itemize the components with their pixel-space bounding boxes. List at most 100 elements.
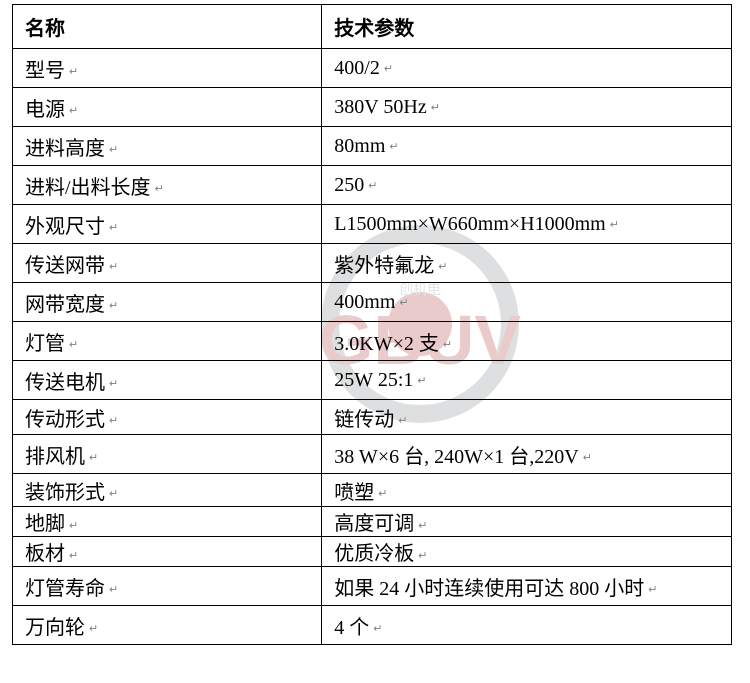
cell-name: 灯管寿命 ↵ xyxy=(13,567,322,606)
cell-spec-text: 4 个 xyxy=(334,617,369,639)
cell-name-text: 排风机 xyxy=(25,446,85,468)
cell-spec: 高度可调 ↵ xyxy=(322,507,732,537)
paragraph-mark-icon: ↵ xyxy=(89,451,98,464)
cell-name-text: 外观尺寸 xyxy=(25,216,105,238)
cell-name-text: 进料/出料长度 xyxy=(25,177,151,199)
cell-spec-text: L1500mm×W660mm×H1000mm xyxy=(334,213,605,235)
table-row: 灯管 ↵ 3.0KW×2 支↵ xyxy=(13,322,732,361)
paragraph-mark-icon: ↵ xyxy=(69,519,78,532)
paragraph-mark-icon: ↵ xyxy=(399,296,408,309)
cell-name: 进料高度 ↵ xyxy=(13,127,322,166)
cell-name-text: 板材 xyxy=(25,543,65,565)
table-row: 网带宽度↵400mm↵ xyxy=(13,283,732,322)
cell-name-text: 万向轮 xyxy=(25,617,85,639)
cell-spec: 400/2 ↵ xyxy=(322,49,732,88)
cell-spec-text: 25W 25:1 xyxy=(334,369,413,391)
paragraph-mark-icon: ↵ xyxy=(69,104,78,117)
table-row: 地脚↵ 高度可调 ↵ xyxy=(13,507,732,537)
cell-spec: 紫外特氟龙 ↵ xyxy=(322,244,732,283)
paragraph-mark-icon: ↵ xyxy=(389,140,398,153)
cell-name: 排风机 ↵ xyxy=(13,435,322,474)
paragraph-mark-icon: ↵ xyxy=(109,414,118,427)
cell-name-text: 电源 xyxy=(25,99,65,121)
paragraph-mark-icon: ↵ xyxy=(417,374,426,387)
paragraph-mark-icon: ↵ xyxy=(69,65,78,78)
cell-spec: 如果 24 小时连续使用可达 800 小时↵ xyxy=(322,567,732,606)
cell-spec-text: 400/2 xyxy=(334,57,380,79)
cell-spec-text: 38 W×6 台, 240W×1 台,220V xyxy=(334,446,578,468)
table-row: 传动形式 ↵ 链传动 ↵ xyxy=(13,400,732,435)
cell-name: 网带宽度↵ xyxy=(13,283,322,322)
cell-spec-text: 3.0KW×2 支 xyxy=(334,333,439,355)
cell-name-text: 装饰形式 xyxy=(25,482,105,504)
cell-spec-text: 250 xyxy=(334,174,364,196)
cell-name: 进料/出料长度↵ xyxy=(13,166,322,205)
paragraph-mark-icon: ↵ xyxy=(384,62,393,75)
cell-name-text: 传送网带 xyxy=(25,255,105,277)
cell-spec: 优质冷板↵ xyxy=(322,537,732,567)
header-spec: 技术参数 xyxy=(322,5,732,49)
paragraph-mark-icon: ↵ xyxy=(109,377,118,390)
table-row: 万向轮 ↵ 4 个 ↵ xyxy=(13,606,732,645)
paragraph-mark-icon: ↵ xyxy=(648,583,657,596)
cell-spec: 25W 25:1 ↵ xyxy=(322,361,732,400)
table-row: 传送电机 ↵ 25W 25:1 ↵ xyxy=(13,361,732,400)
cell-spec: L1500mm×W660mm×H1000mm ↵ xyxy=(322,205,732,244)
paragraph-mark-icon: ↵ xyxy=(109,260,118,273)
header-name: 名称 xyxy=(13,5,322,49)
cell-spec-text: 链传动 xyxy=(334,409,394,431)
paragraph-mark-icon: ↵ xyxy=(583,451,592,464)
cell-name-text: 传送电机 xyxy=(25,372,105,394)
paragraph-mark-icon: ↵ xyxy=(438,260,447,273)
cell-name: 传送网带 ↵ xyxy=(13,244,322,283)
cell-spec: 4 个 ↵ xyxy=(322,606,732,645)
cell-name: 地脚↵ xyxy=(13,507,322,537)
cell-name-text: 传动形式 xyxy=(25,409,105,431)
cell-name-text: 型号 xyxy=(25,60,65,82)
table-header-row: 名称 技术参数 xyxy=(13,5,732,49)
cell-name: 传动形式 ↵ xyxy=(13,400,322,435)
paragraph-mark-icon: ↵ xyxy=(69,338,78,351)
table-row: 进料高度 ↵ 80mm ↵ xyxy=(13,127,732,166)
cell-name-text: 灯管寿命 xyxy=(25,578,105,600)
cell-name: 装饰形式 ↵ xyxy=(13,474,322,507)
cell-name-text: 灯管 xyxy=(25,333,65,355)
paragraph-mark-icon: ↵ xyxy=(610,218,619,231)
cell-spec-text: 紫外特氟龙 xyxy=(334,255,434,277)
paragraph-mark-icon: ↵ xyxy=(398,414,407,427)
cell-name: 外观尺寸 ↵ xyxy=(13,205,322,244)
paragraph-mark-icon: ↵ xyxy=(418,549,427,562)
spec-table: 名称 技术参数 型号 ↵ 400/2 ↵ 电源 ↵ 380V 50Hz↵ 进料高度 ↵ 80mm ↵… xyxy=(12,4,732,645)
cell-spec-text: 高度可调 xyxy=(334,513,414,535)
cell-name: 传送电机 ↵ xyxy=(13,361,322,400)
paragraph-mark-icon: ↵ xyxy=(368,179,377,192)
paragraph-mark-icon: ↵ xyxy=(109,143,118,156)
table-row: 进料/出料长度↵ 250 ↵ xyxy=(13,166,732,205)
table-row: 外观尺寸 ↵ L1500mm×W660mm×H1000mm ↵ xyxy=(13,205,732,244)
cell-spec: 3.0KW×2 支↵ xyxy=(322,322,732,361)
table-row: 灯管寿命↵如果 24 小时连续使用可达 800 小时↵ xyxy=(13,567,732,606)
paragraph-mark-icon: ↵ xyxy=(109,487,118,500)
cell-spec: 38 W×6 台, 240W×1 台,220V ↵ xyxy=(322,435,732,474)
cell-spec: 250 ↵ xyxy=(322,166,732,205)
paragraph-mark-icon: ↵ xyxy=(109,583,118,596)
table-row: 装饰形式 ↵ 喷塑↵ xyxy=(13,474,732,507)
table-row: 排风机 ↵ 38 W×6 台, 240W×1 台,220V ↵ xyxy=(13,435,732,474)
paragraph-mark-icon: ↵ xyxy=(89,622,98,635)
cell-name: 灯管 ↵ xyxy=(13,322,322,361)
cell-spec: 80mm ↵ xyxy=(322,127,732,166)
cell-name: 板材↵ xyxy=(13,537,322,567)
table-row: 型号 ↵ 400/2 ↵ xyxy=(13,49,732,88)
cell-spec: 链传动 ↵ xyxy=(322,400,732,435)
paragraph-mark-icon: ↵ xyxy=(418,519,427,532)
cell-spec: 380V 50Hz↵ xyxy=(322,88,732,127)
paragraph-mark-icon: ↵ xyxy=(373,622,382,635)
cell-spec-text: 80mm xyxy=(334,135,385,157)
cell-name: 电源 ↵ xyxy=(13,88,322,127)
cell-spec: 喷塑↵ xyxy=(322,474,732,507)
cell-name-text: 进料高度 xyxy=(25,138,105,160)
paragraph-mark-icon: ↵ xyxy=(109,221,118,234)
cell-spec-text: 喷塑 xyxy=(334,482,374,504)
table-row: 板材↵优质冷板↵ xyxy=(13,537,732,567)
table-row: 传送网带 ↵ 紫外特氟龙 ↵ xyxy=(13,244,732,283)
